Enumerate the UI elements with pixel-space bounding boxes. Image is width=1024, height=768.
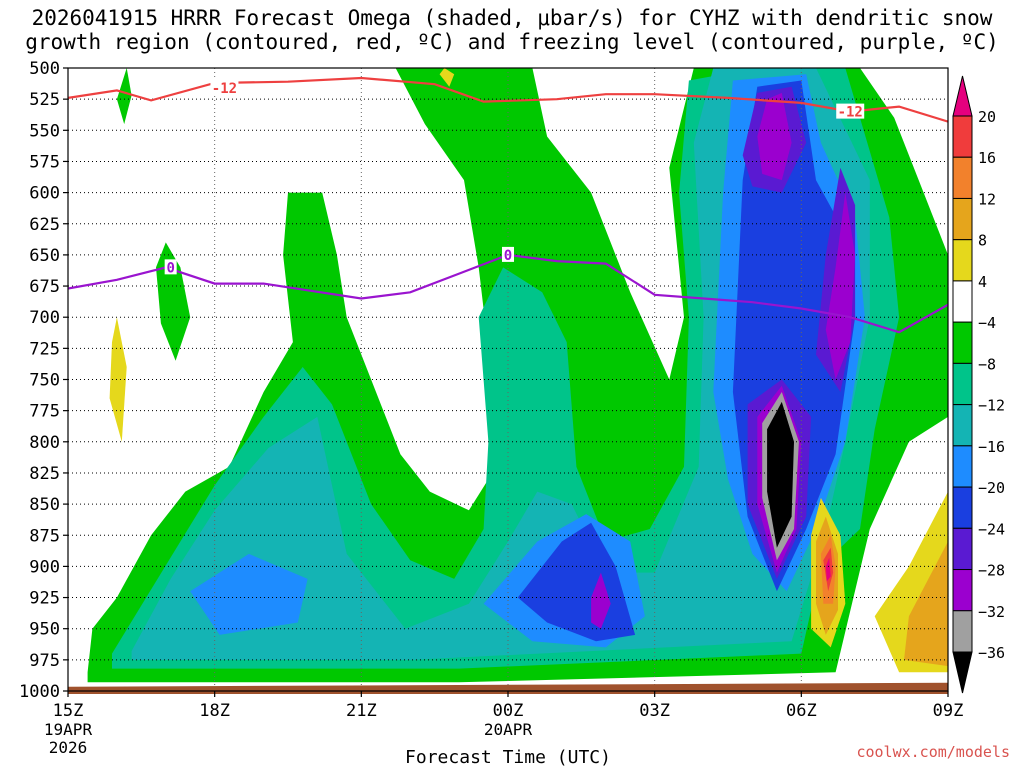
colorbar-label-12: −32 xyxy=(978,603,1005,621)
grid-lines xyxy=(67,67,949,692)
contour-label-0: -12 xyxy=(212,81,237,97)
x-tick-label-18Z: 18Z xyxy=(199,701,230,721)
y-tick-label-975: 975 xyxy=(29,651,60,671)
y-tick-label-600: 600 xyxy=(29,184,60,204)
omega-region-1 xyxy=(116,68,132,125)
omega-region-3 xyxy=(109,317,127,442)
x-tick-label-21Z: 21Z xyxy=(346,701,377,721)
y-tick-label-650: 650 xyxy=(29,246,60,266)
contour-label-3: 0 xyxy=(504,248,512,264)
contour-m12 xyxy=(68,76,948,123)
y-tick-label-950: 950 xyxy=(29,620,60,640)
chart-title: 2026041915 HRRR Forecast Omega (shaded, … xyxy=(0,6,1024,54)
x-axis-label: Forecast Time (UTC) xyxy=(405,747,611,768)
omega-region-6 xyxy=(131,68,870,660)
contour-label-1: -12 xyxy=(838,105,863,121)
colorbar-label-3: 8 xyxy=(978,232,987,250)
colorbar-label-11: −28 xyxy=(978,562,1005,580)
omega-region-17 xyxy=(591,572,611,629)
contour-0 xyxy=(68,253,948,334)
colorbar-label-10: −24 xyxy=(978,520,1005,538)
x-tick-date-15Z: 19APR xyxy=(44,720,93,739)
y-tick-label-850: 850 xyxy=(29,495,60,515)
y-tick-label-825: 825 xyxy=(29,464,60,484)
y-tick-label-500: 500 xyxy=(29,59,60,79)
y-tick-label-800: 800 xyxy=(29,433,60,453)
title-line-1: 2026041915 HRRR Forecast Omega (shaded, … xyxy=(31,6,993,30)
x-tick-label-15Z: 15Z xyxy=(53,701,84,721)
colorbar-bin-12 xyxy=(952,569,973,612)
colorbar-bin-9 xyxy=(952,445,973,488)
contour-label-bg-0 xyxy=(210,79,239,95)
colorbar-bin-6 xyxy=(952,321,973,364)
y-tick-label-525: 525 xyxy=(29,90,60,110)
colorbar-label-6: −8 xyxy=(978,355,996,373)
y-tick-label-750: 750 xyxy=(29,371,60,391)
colorbar-label-1: 16 xyxy=(978,149,996,167)
colorbar-arrow-bottom xyxy=(952,651,973,694)
y-tick-label-900: 900 xyxy=(29,557,60,577)
omega-region-15 xyxy=(757,92,792,181)
colorbar-label-8: −16 xyxy=(978,438,1005,456)
colorbar-bin-3 xyxy=(952,197,973,241)
colorbar-bin-1 xyxy=(952,115,973,158)
omega-region-20 xyxy=(767,401,794,548)
x-tick-label-00Z: 00Z xyxy=(493,701,524,721)
omega-region-27 xyxy=(904,541,948,667)
y-tick-label-550: 550 xyxy=(29,121,60,141)
contour-label-2: 0 xyxy=(166,260,174,276)
colorbar-label-13: −36 xyxy=(978,644,1005,662)
x-tick-label-09Z: 09Z xyxy=(933,701,964,721)
y-tick-label-925: 925 xyxy=(29,589,60,609)
colorbar-bin-11 xyxy=(952,527,973,571)
colorbar-bin-8 xyxy=(952,404,973,447)
colorbar-label-9: −20 xyxy=(978,479,1005,497)
omega-region-25 xyxy=(825,557,831,582)
colorbar-bin-5 xyxy=(952,280,973,323)
omega-region-2 xyxy=(156,242,191,361)
y-axis: 500 525 550 575 600 625 650 675 700 725 750 775 800 8… xyxy=(19,59,68,702)
omega-region-4 xyxy=(439,68,455,87)
y-tick-label-1000: 1000 xyxy=(19,682,60,702)
y-tick-label-700: 700 xyxy=(29,308,60,328)
y-tick-label-675: 675 xyxy=(29,277,60,297)
y-tick-label-625: 625 xyxy=(29,215,60,235)
colorbar-bin-4 xyxy=(952,239,973,282)
y-tick-label-875: 875 xyxy=(29,526,60,546)
colorbar-bin-13 xyxy=(952,610,973,653)
y-tick-label-575: 575 xyxy=(29,152,60,172)
y-tick-label-775: 775 xyxy=(29,402,60,422)
x-tick-year-15Z: 2026 xyxy=(49,738,88,757)
colorbar-label-5: −4 xyxy=(978,314,996,332)
colorbar-label-4: 4 xyxy=(978,273,987,291)
colorbar-label-2: 12 xyxy=(978,190,996,208)
colorbar-label-0: 20 xyxy=(978,108,996,126)
contour-label-bg-2 xyxy=(164,259,177,275)
omega-shaded-regions xyxy=(87,68,948,683)
credit-text: coolwx.com/models xyxy=(856,743,1010,761)
contour-label-bg-1 xyxy=(836,103,865,119)
colorbar-legend: 20 16 12 8 4 −4 −8 −12 −16 −20 −24 −28 −32 −36 xyxy=(952,75,1005,694)
colorbar-bin-10 xyxy=(952,486,973,529)
temperature-contours: -12 -12 0 0 xyxy=(68,76,948,334)
colorbar-bin-2 xyxy=(952,156,973,199)
colorbar-label-7: −12 xyxy=(978,397,1005,415)
colorbar-arrow-top xyxy=(952,75,973,117)
x-tick-label-06Z: 06Z xyxy=(786,701,817,721)
title-line-2: growth region (contoured, red, ºC) and f… xyxy=(25,30,999,54)
y-tick-label-725: 725 xyxy=(29,339,60,359)
x-tick-date-00Z: 20APR xyxy=(484,720,533,739)
colorbar-bin-7 xyxy=(952,362,973,406)
omega-region-7 xyxy=(190,553,308,635)
contour-label-bg-3 xyxy=(502,246,514,262)
x-tick-label-03Z: 03Z xyxy=(639,701,670,721)
